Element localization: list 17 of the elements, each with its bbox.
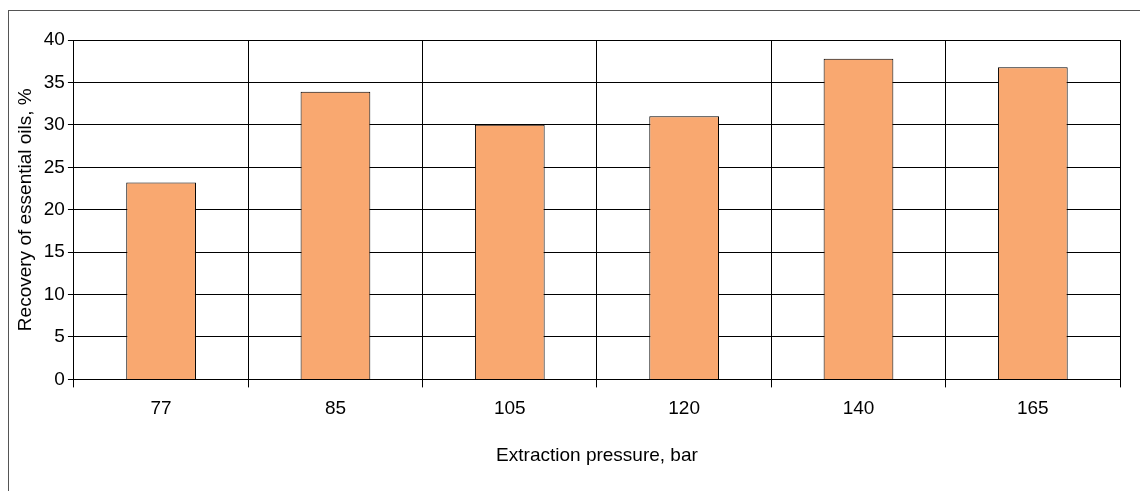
y-tick-label: 35: [43, 70, 65, 92]
x-tick-label: 120: [668, 397, 700, 419]
x-tick-label: 105: [493, 397, 526, 419]
y-axis-title: Recovery of essential oils, %: [13, 88, 35, 332]
x-tick-label: 165: [1016, 397, 1049, 419]
y-tick-label: 5: [54, 325, 65, 347]
x-axis-title: Extraction pressure, bar: [496, 443, 699, 465]
x-tick-label: 140: [842, 397, 875, 419]
y-tick-label: 15: [43, 240, 65, 262]
y-tick-label: 25: [43, 155, 65, 177]
x-tick-label: 77: [150, 397, 172, 419]
x-tick-label: 85: [324, 397, 347, 419]
y-tick-label: 30: [43, 113, 65, 135]
y-tick-label: 20: [43, 197, 65, 219]
y-tick-label: 40: [43, 28, 65, 50]
y-tick-label: 0: [54, 367, 65, 389]
y-tick-label: 10: [43, 282, 65, 304]
